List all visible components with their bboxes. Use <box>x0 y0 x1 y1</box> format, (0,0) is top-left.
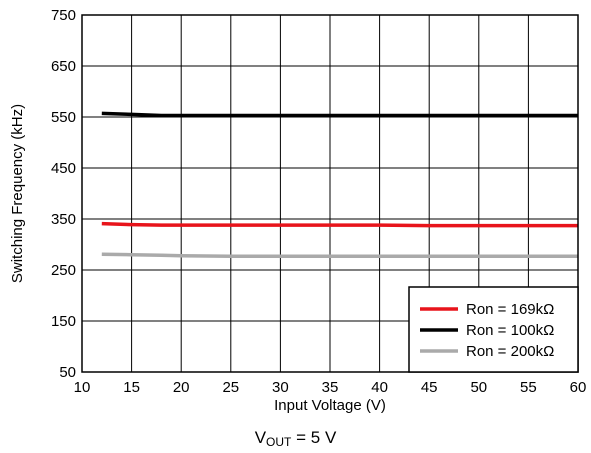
plot-frame <box>81 14 579 373</box>
x-tick-label: 40 <box>371 379 388 396</box>
legend-label-3: Ron = 200kΩ <box>466 343 554 360</box>
y-tick-label: 350 <box>51 211 76 228</box>
series-line-3 <box>101 252 578 258</box>
x-tick-label: 25 <box>222 379 239 396</box>
caption: VOUT = 5 V <box>0 428 591 449</box>
tick-labels: 10 15 20 25 30 35 40 45 50 55 60 50 150 250 350 450 550 6… <box>51 7 586 396</box>
x-tick-label: 35 <box>322 379 339 396</box>
frequency-chart: 10 15 20 25 30 35 40 45 50 55 60 50 150 250 350 450 550 6… <box>9 7 586 414</box>
x-tick-label: 45 <box>421 379 438 396</box>
x-tick-label: 55 <box>520 379 537 396</box>
y-tick-label: 150 <box>51 313 76 330</box>
x-tick-label: 10 <box>74 379 91 396</box>
y-tick-label: 250 <box>51 262 76 279</box>
caption-v: V <box>254 428 267 447</box>
y-tick-label: 450 <box>51 160 76 177</box>
caption-rest: = 5 V <box>291 428 337 447</box>
x-axis-label: Input Voltage (V) <box>274 397 386 414</box>
legend-label-1: Ron = 169kΩ <box>466 301 554 318</box>
y-tick-label: 550 <box>51 109 76 126</box>
y-axis-label: Switching Frequency (kHz) <box>9 104 26 283</box>
y-tick-label: 750 <box>51 7 76 24</box>
series-layer <box>101 111 578 258</box>
x-tick-label: 20 <box>173 379 190 396</box>
x-tick-label: 60 <box>570 379 587 396</box>
y-tick-label: 50 <box>59 364 76 381</box>
series-line-1 <box>101 221 578 228</box>
y-tick-label: 650 <box>51 58 76 75</box>
series-line-2 <box>101 111 578 118</box>
caption-subscript: OUT <box>266 435 292 449</box>
legend: Ron = 169kΩ Ron = 100kΩ Ron = 200kΩ <box>408 286 579 373</box>
x-tick-label: 50 <box>470 379 487 396</box>
x-tick-label: 15 <box>123 379 140 396</box>
legend-label-2: Ron = 100kΩ <box>466 322 554 339</box>
x-tick-label: 30 <box>272 379 289 396</box>
